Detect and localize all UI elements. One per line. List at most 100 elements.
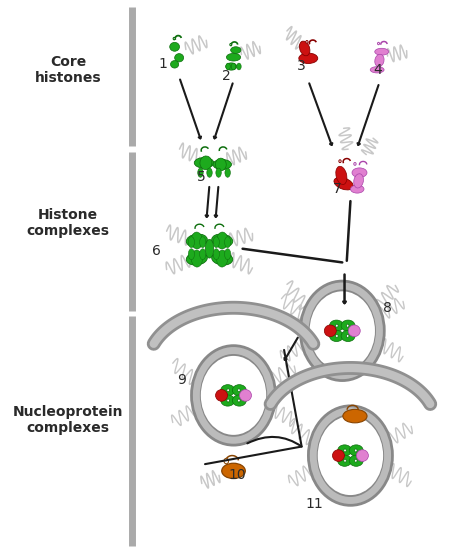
Ellipse shape — [212, 234, 233, 247]
Ellipse shape — [336, 334, 338, 338]
Ellipse shape — [217, 250, 228, 267]
Ellipse shape — [354, 163, 356, 166]
Ellipse shape — [226, 53, 240, 61]
Ellipse shape — [191, 232, 202, 249]
Text: 10: 10 — [228, 468, 246, 482]
Ellipse shape — [346, 324, 349, 327]
Ellipse shape — [338, 445, 351, 456]
Ellipse shape — [233, 395, 246, 406]
Ellipse shape — [370, 67, 384, 73]
Circle shape — [201, 356, 266, 435]
Ellipse shape — [227, 399, 229, 402]
Text: 8: 8 — [383, 301, 392, 315]
Ellipse shape — [213, 236, 219, 248]
Ellipse shape — [355, 459, 357, 462]
Ellipse shape — [354, 174, 363, 188]
Ellipse shape — [300, 41, 310, 56]
Ellipse shape — [198, 168, 203, 177]
Ellipse shape — [356, 450, 369, 461]
Ellipse shape — [329, 331, 343, 342]
Ellipse shape — [350, 185, 364, 193]
Ellipse shape — [186, 234, 207, 247]
Ellipse shape — [170, 42, 179, 51]
Ellipse shape — [341, 320, 355, 331]
Ellipse shape — [200, 156, 212, 170]
Ellipse shape — [194, 157, 214, 168]
Text: 5: 5 — [198, 169, 206, 184]
Text: 2: 2 — [222, 69, 231, 84]
Ellipse shape — [375, 54, 384, 67]
Text: Nucleoprotein
complexes: Nucleoprotein complexes — [13, 405, 123, 435]
Ellipse shape — [306, 41, 308, 43]
Ellipse shape — [207, 168, 212, 177]
Ellipse shape — [240, 389, 252, 401]
Ellipse shape — [206, 239, 214, 258]
Ellipse shape — [227, 389, 229, 392]
Ellipse shape — [299, 53, 318, 63]
Ellipse shape — [216, 389, 227, 401]
Ellipse shape — [349, 455, 363, 466]
Ellipse shape — [334, 177, 353, 190]
Ellipse shape — [332, 450, 344, 461]
Ellipse shape — [377, 42, 379, 45]
Ellipse shape — [352, 168, 367, 178]
Ellipse shape — [237, 63, 241, 70]
Text: 11: 11 — [305, 497, 323, 511]
Ellipse shape — [324, 325, 336, 337]
Ellipse shape — [216, 168, 221, 177]
Ellipse shape — [221, 395, 235, 406]
Ellipse shape — [339, 160, 341, 163]
Ellipse shape — [213, 249, 219, 260]
Ellipse shape — [188, 249, 194, 260]
Ellipse shape — [348, 325, 360, 337]
Ellipse shape — [341, 331, 355, 342]
Ellipse shape — [225, 168, 230, 177]
Ellipse shape — [175, 53, 184, 62]
Ellipse shape — [231, 63, 236, 70]
Ellipse shape — [226, 63, 237, 70]
Ellipse shape — [346, 334, 349, 338]
Ellipse shape — [238, 389, 240, 392]
Text: Histone
complexes: Histone complexes — [27, 208, 110, 238]
Ellipse shape — [349, 445, 363, 456]
Ellipse shape — [344, 459, 346, 462]
Ellipse shape — [225, 236, 231, 248]
Text: 6: 6 — [152, 244, 161, 258]
Ellipse shape — [191, 250, 202, 267]
Circle shape — [309, 292, 375, 370]
Text: 7: 7 — [333, 182, 342, 196]
Ellipse shape — [233, 384, 246, 396]
Text: Core
histones: Core histones — [35, 54, 102, 85]
Ellipse shape — [225, 249, 231, 260]
Ellipse shape — [222, 463, 245, 478]
Ellipse shape — [217, 232, 228, 249]
Ellipse shape — [171, 60, 178, 68]
Ellipse shape — [199, 236, 206, 248]
Ellipse shape — [215, 158, 226, 170]
Ellipse shape — [230, 43, 232, 46]
Ellipse shape — [188, 236, 194, 248]
Ellipse shape — [338, 455, 351, 466]
Ellipse shape — [343, 409, 367, 423]
Ellipse shape — [199, 249, 206, 260]
Text: 9: 9 — [177, 373, 186, 387]
Ellipse shape — [355, 449, 357, 452]
Text: 3: 3 — [297, 59, 306, 73]
Ellipse shape — [344, 449, 346, 452]
Circle shape — [318, 416, 383, 495]
Ellipse shape — [212, 252, 233, 265]
Ellipse shape — [221, 384, 235, 396]
Ellipse shape — [213, 160, 232, 169]
Ellipse shape — [336, 324, 338, 327]
Ellipse shape — [186, 252, 207, 265]
Ellipse shape — [375, 48, 389, 55]
Ellipse shape — [238, 399, 240, 402]
Ellipse shape — [224, 458, 228, 464]
Ellipse shape — [226, 63, 230, 70]
Ellipse shape — [336, 166, 347, 185]
Text: 4: 4 — [373, 63, 382, 77]
Ellipse shape — [329, 320, 343, 331]
Ellipse shape — [231, 47, 241, 53]
Ellipse shape — [173, 37, 175, 40]
Text: 1: 1 — [159, 57, 168, 72]
